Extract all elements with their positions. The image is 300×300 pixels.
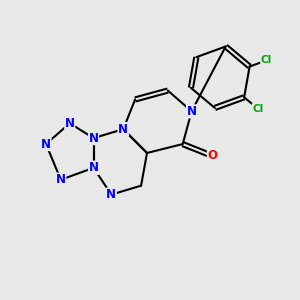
- Text: Cl: Cl: [261, 56, 272, 65]
- Text: N: N: [118, 123, 128, 136]
- Text: N: N: [118, 123, 128, 136]
- Text: O: O: [207, 149, 218, 162]
- Text: N: N: [65, 117, 75, 130]
- Text: N: N: [106, 188, 116, 201]
- Text: N: N: [88, 161, 98, 174]
- Text: N: N: [88, 161, 98, 174]
- Text: Cl: Cl: [252, 104, 263, 114]
- Text: N: N: [88, 132, 98, 145]
- Text: N: N: [41, 138, 51, 151]
- Text: N: N: [187, 105, 196, 118]
- Text: N: N: [56, 173, 66, 186]
